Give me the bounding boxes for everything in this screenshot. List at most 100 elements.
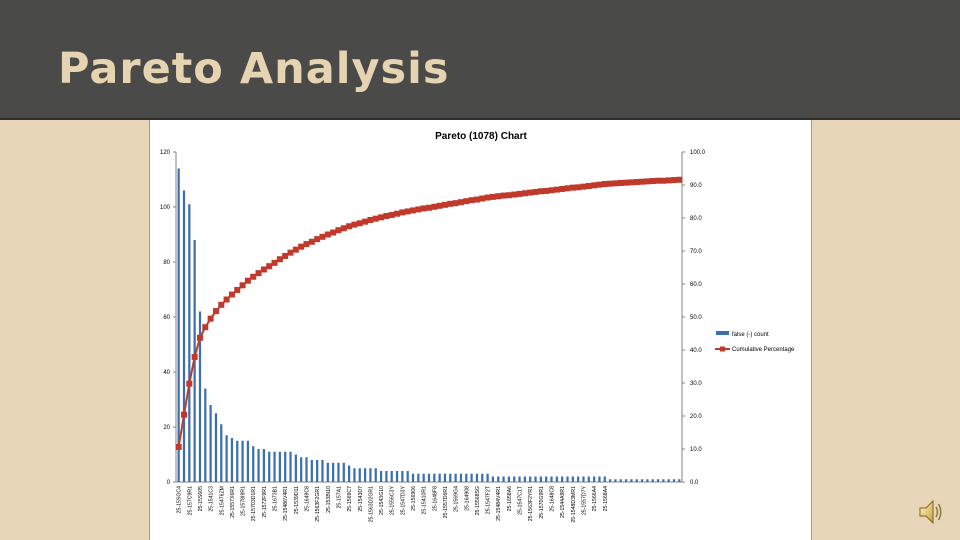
x-tick-label: 25-1548D3MR1: [571, 486, 577, 523]
cumulative-point: [415, 206, 422, 213]
bar: [347, 465, 351, 482]
cumulative-point: [463, 198, 470, 205]
bar: [656, 479, 660, 482]
bar: [433, 473, 436, 482]
cumulative-polyline: [177, 178, 680, 448]
bar: [241, 440, 244, 482]
cumulative-point: [676, 176, 683, 183]
cumulative-point: [394, 210, 401, 217]
cumulative-point: [276, 256, 283, 263]
cumulative-point: [404, 208, 411, 215]
bar: [284, 451, 287, 482]
bar: [209, 405, 212, 482]
x-tick-label: 25-1569G4: [454, 486, 460, 512]
left-tick-label: 100: [160, 205, 171, 211]
bar: [491, 476, 495, 482]
legend-line-label: Cumulative Percentage: [732, 347, 795, 353]
cumulative-point: [553, 186, 560, 193]
cumulative-point: [271, 259, 278, 266]
x-tick-label: 25-1543D7: [358, 486, 364, 512]
x-tick-label: 25-1557D7Y: [581, 485, 587, 515]
bar: [268, 451, 271, 482]
cumulative-point: [628, 179, 635, 186]
bar: [545, 476, 548, 482]
cumulative-point: [564, 185, 571, 192]
bar: [177, 168, 180, 482]
cumulative-point: [282, 252, 289, 259]
bar: [198, 311, 202, 482]
cumulative-point: [532, 188, 539, 195]
cumulative-point: [441, 201, 448, 208]
bar: [443, 473, 447, 482]
bar: [358, 468, 361, 482]
x-tick-label: 25-1547F2T: [486, 485, 492, 514]
right-tick-label: 30.0: [690, 381, 702, 387]
cumulative-point: [447, 200, 454, 207]
legend: false (-) count Cumulative Percentage: [715, 331, 795, 353]
x-tick-label: 25-1649C8: [304, 486, 310, 512]
x-tick-label: 25-164908: [464, 486, 470, 511]
bar: [379, 471, 383, 482]
cumulative-point: [639, 178, 646, 185]
cumulative-point: [292, 246, 299, 253]
cumulative-point: [234, 286, 241, 293]
cumulative-point: [452, 200, 459, 207]
x-tick-label: 25-1557X6R1: [230, 486, 236, 518]
x-tick-label: 25-1557D6R1: [443, 486, 449, 518]
cumulative-point: [330, 229, 337, 236]
bar: [561, 476, 564, 482]
bar: [598, 476, 601, 482]
cumulative-point: [260, 266, 267, 273]
x-tick-label: 25-1578I9R1: [241, 486, 247, 516]
cumulative-point: [420, 205, 427, 212]
bar: [395, 471, 399, 482]
x-tick-label: 25-1566A4: [592, 486, 598, 511]
bar: [529, 476, 532, 482]
bar: [204, 388, 207, 482]
cumulative-point: [372, 215, 379, 222]
x-tick-label: 25-1568A4: [603, 486, 609, 511]
speaker-icon[interactable]: [918, 498, 944, 526]
left-tick-label: 80: [163, 260, 170, 266]
cumulative-point: [191, 353, 198, 360]
bar: [337, 462, 340, 482]
bar: [188, 204, 191, 482]
cumulative-point: [633, 179, 640, 186]
cumulative-point: [457, 199, 464, 206]
cumulative-point: [479, 195, 486, 202]
right-tick-label: 100.0: [690, 150, 706, 156]
bar: [273, 451, 276, 482]
bar: [294, 454, 297, 482]
cumulative-point: [607, 180, 614, 187]
cumulative-point: [436, 202, 443, 209]
x-tick-label: 25-1673B1: [273, 486, 279, 511]
bar: [449, 473, 452, 482]
cumulative-point: [410, 207, 417, 214]
cumulative-point: [505, 192, 512, 199]
bar: [555, 476, 558, 482]
cumulative-point: [196, 334, 203, 341]
cumulative-point: [612, 180, 619, 187]
cumulative-point: [207, 315, 214, 322]
bar: [475, 473, 479, 482]
cumulative-point: [186, 380, 193, 387]
cumulative-point: [255, 270, 262, 277]
cumulative-point: [559, 185, 566, 192]
cumulative-point: [585, 182, 592, 189]
slide-header: Pareto Analysis: [0, 0, 960, 120]
slide-title: Pareto Analysis: [58, 44, 450, 94]
cumulative-point: [548, 187, 555, 194]
cumulative-point: [516, 190, 523, 197]
x-tick-label: 25-1556C3Y: [390, 485, 396, 515]
x-tick-label: 25-1658A6: [507, 486, 513, 511]
left-axis: 0 20 40 60 80 100 120: [160, 150, 682, 486]
cumulative-point: [228, 291, 235, 298]
bar: [182, 190, 186, 482]
right-axis: 0.0 10.0 20.0 30.0 40.0 50.0 60.0 70.0 80.0 90.0 1…: [681, 150, 706, 486]
cumulative-point: [671, 177, 678, 184]
bar: [230, 438, 234, 482]
bar: [566, 476, 569, 482]
x-tick-label: 25-1563D2GR1: [368, 486, 374, 522]
bar: [363, 468, 367, 482]
cumulative-point: [340, 225, 347, 232]
